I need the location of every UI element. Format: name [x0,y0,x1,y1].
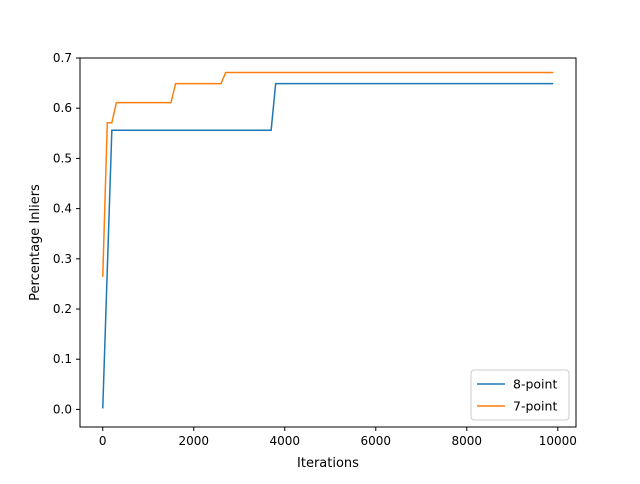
x-tick-label: 6000 [361,434,392,448]
x-axis-label: Iterations [297,456,359,471]
legend: 8-point 7-point [470,369,570,421]
x-tick-label: 10000 [539,434,577,448]
y-tick-label: 0.0 [53,402,72,416]
y-axis-label: Percentage Inliers [28,184,43,301]
y-axis: 0.0 0.1 0.2 0.3 0.4 0.5 0.6 0.7 [53,51,80,416]
series-line-2 [102,71,554,277]
x-tick-label: 2000 [178,434,209,448]
x-axis: 0 2000 4000 6000 8000 10000 [99,427,577,448]
legend-box [470,369,570,421]
y-tick-label: 0.2 [53,302,72,316]
y-tick-label: 0.6 [53,101,72,115]
legend-label: 8-point [513,377,557,392]
y-tick-label: 0.3 [53,252,72,266]
plot-background [80,58,576,427]
series-layer [102,71,554,409]
series-line-1 [102,82,554,409]
y-tick-label: 0.4 [53,202,72,216]
x-tick-label: 4000 [269,434,300,448]
x-tick-label: 0 [99,434,107,448]
y-tick-label: 0.5 [53,151,72,165]
y-tick-label: 0.1 [53,352,72,366]
legend-label: 7-point [513,399,557,414]
x-tick-label: 8000 [452,434,483,448]
y-tick-label: 0.7 [53,51,72,65]
plot-frame [79,57,577,428]
